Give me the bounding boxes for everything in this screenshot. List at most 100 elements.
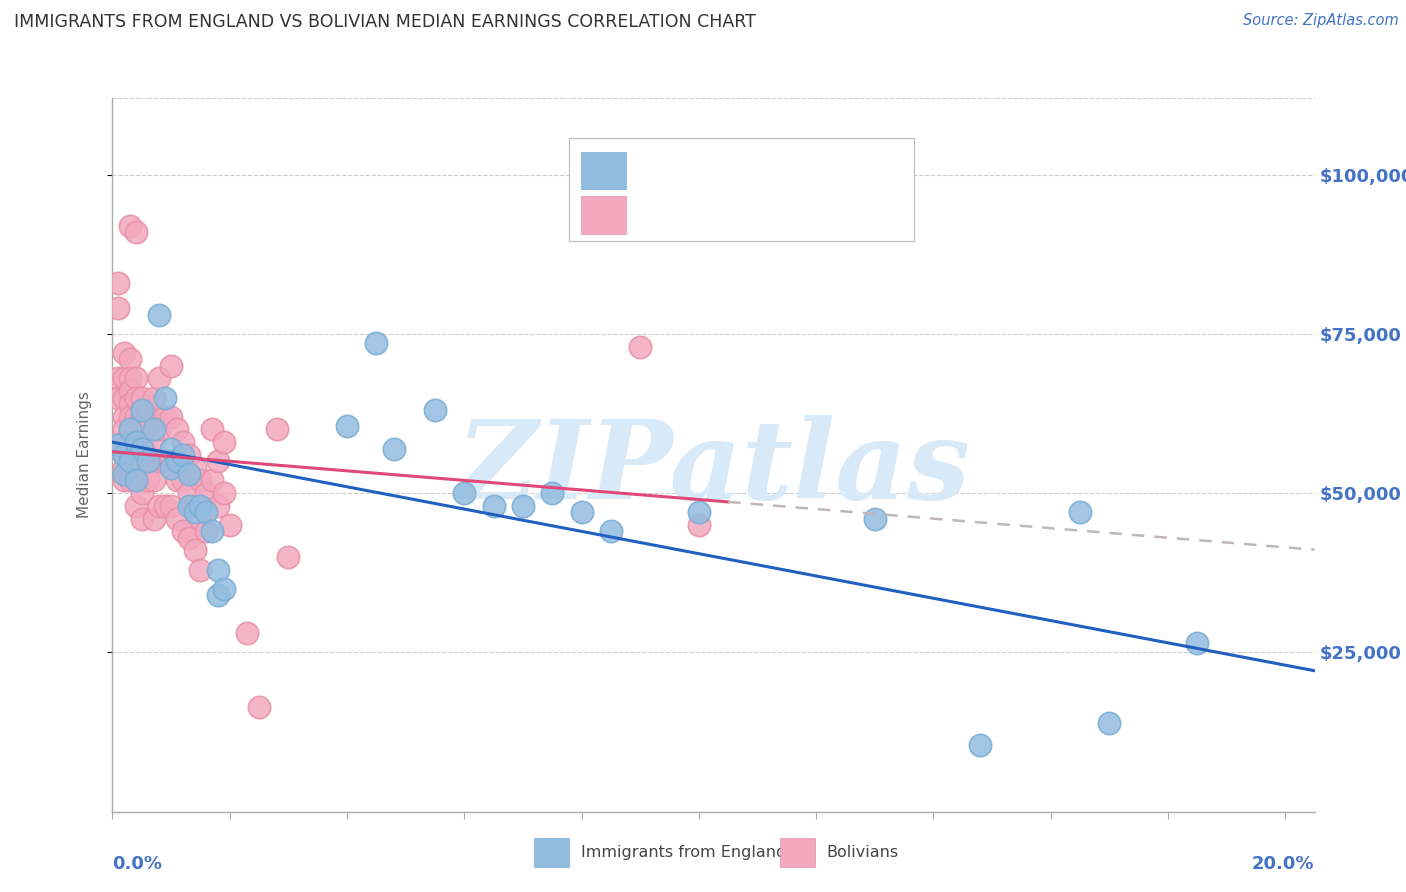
Point [688, 505, 710, 519]
Point [201, 474, 224, 488]
Text: R = −0.168   N = 88: R = −0.168 N = 88 [643, 206, 842, 224]
Point [201, 524, 224, 539]
Point [177, 467, 200, 481]
Point [207, 588, 229, 602]
Point [382, 442, 405, 456]
Point [107, 301, 129, 316]
Point [112, 448, 135, 462]
Point [195, 524, 218, 539]
Point [172, 524, 194, 539]
Point [155, 454, 177, 468]
Point [512, 499, 534, 513]
Point [172, 448, 194, 462]
Point [107, 371, 129, 385]
Point [148, 499, 170, 513]
Point [120, 422, 142, 436]
Point [120, 474, 142, 488]
Point [1098, 715, 1121, 730]
Point [177, 448, 200, 462]
Point [107, 438, 129, 452]
Point [190, 474, 212, 488]
Point [125, 371, 148, 385]
Point [148, 371, 170, 385]
Point [628, 340, 651, 354]
Point [120, 397, 142, 411]
Point [155, 409, 177, 424]
Point [120, 460, 142, 475]
Point [131, 391, 153, 405]
Point [112, 409, 135, 424]
Point [336, 419, 359, 434]
Point [207, 563, 229, 577]
Point [212, 486, 235, 500]
Text: R = −0.604   N = 40: R = −0.604 N = 40 [643, 161, 842, 179]
Point [142, 391, 165, 405]
Point [148, 308, 170, 322]
Point [190, 499, 212, 513]
Text: ZIPatlas: ZIPatlas [457, 416, 970, 523]
Point [688, 518, 710, 533]
Point [125, 499, 148, 513]
Point [120, 435, 142, 450]
Point [166, 454, 188, 468]
Point [148, 454, 170, 468]
Point [482, 499, 505, 513]
Point [423, 403, 446, 417]
Point [600, 524, 623, 539]
Point [366, 336, 388, 351]
Point [107, 276, 129, 290]
Text: Bolivians: Bolivians [827, 846, 898, 860]
Point [177, 486, 200, 500]
Point [136, 474, 159, 488]
Point [120, 371, 142, 385]
Point [160, 499, 183, 513]
Point [131, 454, 153, 468]
Point [112, 371, 135, 385]
Text: Immigrants from England: Immigrants from England [581, 846, 786, 860]
Point [190, 511, 212, 525]
Point [160, 359, 183, 373]
Point [112, 460, 135, 475]
Point [142, 435, 165, 450]
Point [266, 422, 288, 436]
Point [177, 531, 200, 545]
Point [166, 474, 188, 488]
Point [177, 499, 200, 513]
Point [131, 409, 153, 424]
Point [969, 738, 991, 752]
Point [120, 454, 142, 468]
Point [131, 486, 153, 500]
Point [453, 486, 475, 500]
Point [195, 505, 218, 519]
Point [136, 454, 159, 468]
Point [247, 699, 270, 714]
Point [155, 499, 177, 513]
Point [125, 474, 148, 488]
Point [112, 448, 135, 462]
Point [112, 346, 135, 360]
Point [571, 505, 593, 519]
Point [160, 460, 183, 475]
Point [120, 352, 142, 367]
Point [112, 391, 135, 405]
Point [112, 422, 135, 436]
Point [218, 518, 240, 533]
Point [183, 499, 205, 513]
Text: 0.0%: 0.0% [112, 855, 163, 872]
Y-axis label: Median Earnings: Median Earnings [77, 392, 91, 518]
Point [155, 391, 177, 405]
Point [183, 460, 205, 475]
Point [195, 486, 218, 500]
Point [120, 219, 142, 233]
Point [136, 448, 159, 462]
Point [201, 422, 224, 436]
Point [166, 422, 188, 436]
Point [160, 442, 183, 456]
Text: Source: ZipAtlas.com: Source: ZipAtlas.com [1243, 13, 1399, 29]
Point [136, 403, 159, 417]
Point [142, 422, 165, 436]
Point [131, 511, 153, 525]
Point [125, 454, 148, 468]
Point [125, 225, 148, 239]
Point [148, 422, 170, 436]
